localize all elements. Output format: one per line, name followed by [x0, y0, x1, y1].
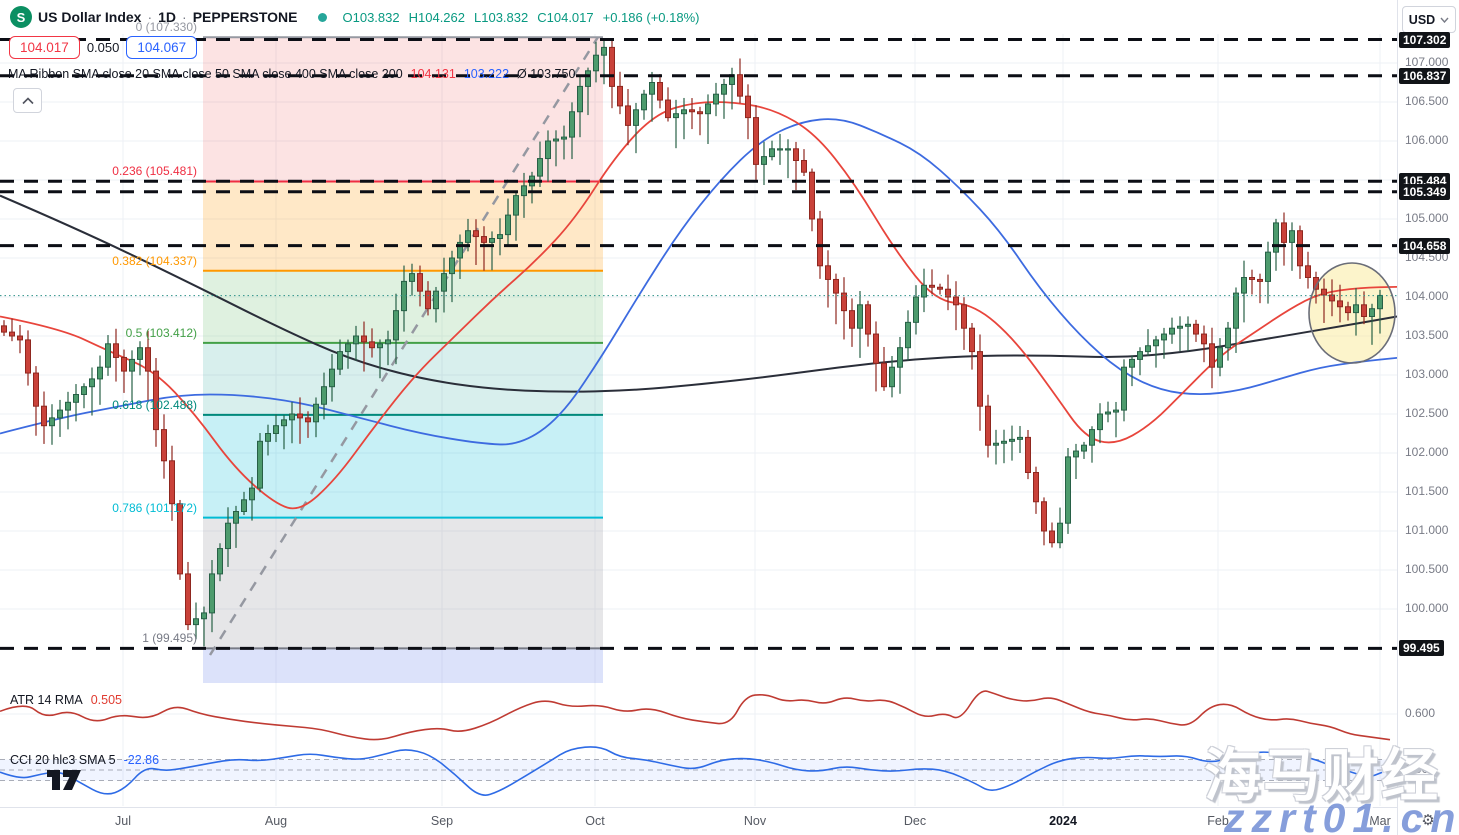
currency-label: USD [1408, 12, 1436, 27]
ohlc-change: +0.186 (+0.18%) [602, 9, 700, 25]
time-axis-label[interactable]: Sep [430, 814, 454, 828]
pane-separator-cci[interactable] [0, 747, 1459, 750]
ma-blue-line [0, 118, 1397, 446]
cci-line [0, 746, 1383, 796]
lower-price-box[interactable]: 104.017 [9, 36, 80, 59]
ohlc-high: H104.262 [408, 9, 465, 25]
candles-layer [1, 39, 1383, 647]
time-axis-label[interactable]: Feb [1207, 814, 1229, 828]
chevron-up-icon [21, 96, 34, 104]
time-axis-label[interactable]: Nov [743, 814, 767, 828]
symbol-logo-icon[interactable]: S [10, 6, 32, 28]
trendline[interactable] [208, 36, 600, 656]
price-axis-label: 101.000 [1405, 523, 1449, 537]
cci-legend[interactable]: CCI 20 hlc3 SMA 5 -22.86 [10, 753, 159, 767]
ma-black-line [0, 194, 1397, 393]
price-axis-label: 107.000 [1405, 55, 1449, 69]
ohlc-readout: O103.832 H104.262 L103.832 C104.017 +0.1… [343, 10, 700, 25]
symbol-name[interactable]: US Dollar Index [38, 9, 142, 25]
fib-level-label-0.236: 0.236 (105.481) [112, 164, 197, 179]
ohlc-low: L103.832 [474, 9, 529, 25]
ma-ribbon-legend[interactable]: MA Ribbon SMA close 20 SMA close 50 SMA … [8, 67, 575, 81]
atr-title[interactable]: ATR 14 RMA [10, 693, 83, 707]
title-separator: · [147, 9, 153, 25]
ma-ribbon-value-blue: 103.222 [463, 67, 510, 81]
price-axis-label: 100.000 [1405, 601, 1449, 615]
price-axis-badge: 105.349 [1399, 183, 1451, 200]
price-axis-label: 102.000 [1405, 445, 1449, 459]
pane-separator-atr[interactable] [0, 685, 1459, 688]
fib-retracement-layer[interactable] [203, 36, 603, 683]
currency-selector[interactable]: USD [1402, 6, 1456, 33]
price-axis-badge: 107.302 [1399, 32, 1451, 48]
time-axis-label[interactable]: Jul [115, 814, 131, 828]
ohlc-close: C104.017 [537, 9, 594, 25]
highlight-ellipse-outline[interactable] [1308, 262, 1396, 364]
ma-ribbon-title[interactable]: MA Ribbon SMA close 20 SMA close 50 SMA … [8, 67, 403, 81]
price-axis-label: 106.500 [1405, 94, 1449, 108]
atr-value: 0.505 [90, 693, 122, 707]
gear-icon: ⚙ [1421, 812, 1435, 829]
fib-level-label-0.5: 0.5 (103.412) [125, 325, 197, 340]
price-line-labels: 104.017 0.050 104.067 [9, 36, 198, 59]
upper-price-box[interactable]: 104.067 [126, 36, 198, 59]
atr-axis-label: 0.600 [1405, 706, 1436, 720]
atr-legend[interactable]: ATR 14 RMA 0.505 [10, 693, 122, 707]
price-axis-label: 106.000 [1405, 133, 1449, 147]
price-axis-badge: 99.495 [1399, 640, 1444, 657]
price-axis[interactable]: USD 107.000 106.500 106.000 105.000 104.500 1… [1397, 0, 1459, 835]
price-axis-badge: 106.837 [1399, 67, 1451, 84]
time-axis-label[interactable]: Dec [903, 814, 927, 828]
price-axis-label: 104.000 [1405, 289, 1449, 303]
fib-level-label-0: 0 (107.330) [135, 20, 197, 35]
price-axis-label: 103.000 [1405, 367, 1449, 381]
ohlc-open: O103.832 [342, 9, 400, 25]
time-axis[interactable]: Jul Aug Sep Oct Nov Dec 2024 Feb Mar [0, 807, 1397, 835]
price-axis-label: 101.500 [1405, 484, 1449, 498]
time-axis-label[interactable]: 2024 [1049, 814, 1077, 828]
price-spread-label: 0.050 [86, 40, 120, 55]
ma-ribbon-value-red: 104.131 [410, 67, 456, 81]
atr-pane[interactable] [0, 690, 1391, 741]
atr-line [0, 690, 1391, 741]
title-separator: · [182, 9, 187, 25]
fib-level-label-0.786: 0.786 (101.172) [112, 500, 197, 515]
cci-pane[interactable] [0, 746, 1397, 796]
fib-level-label-0.382: 0.382 (104.337) [112, 253, 197, 268]
ma-red-line [0, 101, 1397, 510]
ma-ribbon-value-avg: Ø 103.750 [517, 67, 576, 81]
tradingview-logo-icon [47, 770, 81, 790]
cci-value: -22.86 [123, 753, 160, 767]
price-axis-label: 100.500 [1405, 562, 1449, 576]
time-axis-label[interactable]: Aug [264, 814, 288, 828]
time-axis-label[interactable]: Oct [585, 814, 605, 828]
price-axis-label: 103.500 [1405, 328, 1449, 342]
chart-header: S US Dollar Index · 1D · PEPPERSTONE O10… [10, 6, 699, 28]
exchange-label[interactable]: PEPPERSTONE [192, 9, 298, 25]
cci-axis-label: 0.00 [1405, 762, 1429, 776]
price-axis-label: 102.500 [1405, 406, 1449, 420]
timeframe-label[interactable]: 1D [158, 9, 177, 25]
price-axis-label: 105.000 [1405, 211, 1449, 225]
fib-level-label-0.618: 0.618 (102.488) [112, 397, 197, 412]
chevron-down-icon [1440, 17, 1449, 23]
tradingview-logo[interactable] [45, 762, 83, 799]
market-status-icon[interactable] [317, 12, 327, 22]
fib-level-label-1: 1 (99.495) [142, 631, 197, 646]
collapse-legend-button[interactable] [13, 88, 42, 113]
axis-settings-button[interactable]: ⚙ [1411, 809, 1445, 831]
dashed-levels-layer[interactable] [0, 37, 1397, 650]
ma-lines-layer [0, 101, 1397, 510]
price-axis-badge: 104.658 [1399, 237, 1451, 254]
time-axis-label[interactable]: Mar [1369, 814, 1391, 828]
cci-title[interactable]: CCI 20 hlc3 SMA 5 [10, 753, 116, 767]
